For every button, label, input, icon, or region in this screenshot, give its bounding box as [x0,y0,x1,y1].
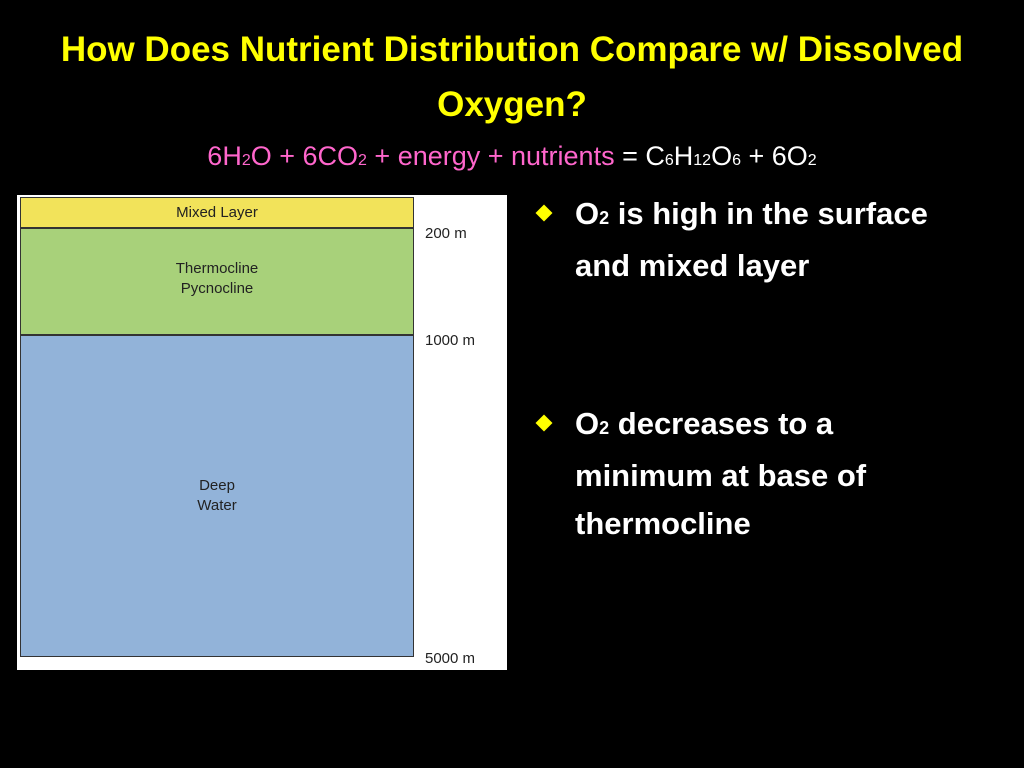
layer-label: Pycnocline [180,280,254,297]
bullet-marker [535,204,553,222]
eq-sub: 6 [664,152,674,169]
eq-text: H [673,141,694,171]
eq-sub: 2 [807,152,817,169]
depth-label: 5000 m [425,650,476,667]
bullet: O2 is high in the surface and mixed laye… [535,190,978,290]
eq-sub: 12 [693,152,712,169]
eq-text: 6H [207,141,242,171]
layer-label: Mixed Layer [176,204,258,221]
slide-title: How Does Nutrient Distribution Compare w… [60,30,964,124]
bullet-marker [535,414,553,432]
depth-label: 200 m [425,225,467,242]
eq-text: + energy + nutrients [366,141,615,171]
layer-label: Water [197,497,237,514]
eq-text: + 6O [741,141,808,171]
mixed-layer: Mixed Layer [20,197,414,228]
layer-label: Thermocline [175,260,259,277]
bullet-text: decreases to a minimum at base of thermo… [575,406,867,541]
eq-text: O [711,141,733,171]
eq-sub: 2 [358,152,367,169]
bullet-sub: 2 [599,208,610,228]
ocean-layers-diagram: Mixed Layer Thermocline Pycnocline Deep … [17,195,507,670]
layer-label: Deep [199,477,235,494]
bullet-sub: 2 [599,418,610,438]
bullet-text: is high in the surface and mixed layer [575,196,928,283]
products: = C6H12O6 + 6O2 [622,141,817,171]
eq-text: O + 6CO [250,141,359,171]
bullet-lead: O [575,406,600,441]
eq-text: = C [622,141,665,171]
eq-sub: 6 [732,152,741,169]
bullet-lead: O [575,196,600,231]
equation: 6H2O + 6CO2 + energy + nutrients = C6H12… [0,138,1024,179]
depth-label: 1000 m [425,332,476,349]
thermocline-layer: Thermocline Pycnocline [20,228,414,335]
reactants: 6H2O + 6CO2 + energy + nutrients [207,141,614,171]
bullet: O2 decreases to a minimum at base of the… [535,400,978,548]
deep-water-layer: Deep Water [20,335,414,657]
eq-sub: 2 [241,152,251,169]
